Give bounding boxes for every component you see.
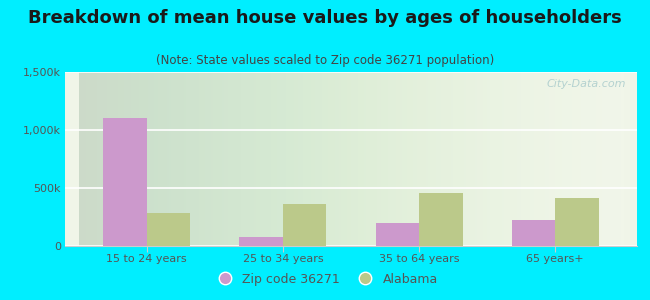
Text: City-Data.com: City-Data.com bbox=[546, 79, 625, 89]
Bar bbox=[283, 204, 326, 246]
Bar bbox=[512, 220, 555, 246]
Bar bbox=[147, 213, 190, 246]
Bar bbox=[239, 237, 283, 246]
Bar bbox=[103, 118, 147, 246]
Text: (Note: State values scaled to Zip code 36271 population): (Note: State values scaled to Zip code 3… bbox=[156, 54, 494, 67]
Bar bbox=[419, 193, 463, 246]
Bar bbox=[555, 198, 599, 246]
Text: Breakdown of mean house values by ages of householders: Breakdown of mean house values by ages o… bbox=[28, 9, 622, 27]
Legend: Zip code 36271, Alabama: Zip code 36271, Alabama bbox=[207, 268, 443, 291]
Bar bbox=[376, 224, 419, 246]
